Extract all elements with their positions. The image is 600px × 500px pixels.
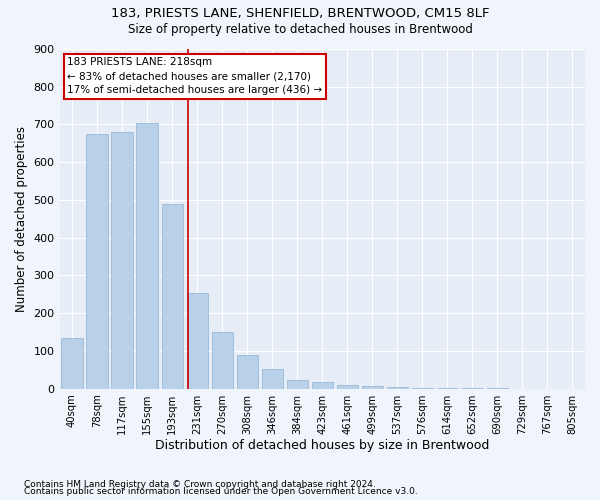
Bar <box>311 382 333 388</box>
Text: 183 PRIESTS LANE: 218sqm
← 83% of detached houses are smaller (2,170)
17% of sem: 183 PRIESTS LANE: 218sqm ← 83% of detach… <box>67 58 323 96</box>
Bar <box>61 338 83 388</box>
Text: Size of property relative to detached houses in Brentwood: Size of property relative to detached ho… <box>128 22 472 36</box>
Bar <box>387 387 408 388</box>
X-axis label: Distribution of detached houses by size in Brentwood: Distribution of detached houses by size … <box>155 440 490 452</box>
Bar <box>236 354 258 388</box>
Bar <box>362 386 383 388</box>
Text: Contains public sector information licensed under the Open Government Licence v3: Contains public sector information licen… <box>24 488 418 496</box>
Text: 183, PRIESTS LANE, SHENFIELD, BRENTWOOD, CM15 8LF: 183, PRIESTS LANE, SHENFIELD, BRENTWOOD,… <box>111 8 489 20</box>
Bar <box>86 134 108 388</box>
Bar <box>262 369 283 388</box>
Bar <box>337 385 358 388</box>
Bar <box>212 332 233 388</box>
Bar <box>187 293 208 388</box>
Bar <box>136 122 158 388</box>
Bar <box>287 380 308 388</box>
Bar <box>112 132 133 388</box>
Y-axis label: Number of detached properties: Number of detached properties <box>15 126 28 312</box>
Bar <box>161 204 183 388</box>
Text: Contains HM Land Registry data © Crown copyright and database right 2024.: Contains HM Land Registry data © Crown c… <box>24 480 376 489</box>
